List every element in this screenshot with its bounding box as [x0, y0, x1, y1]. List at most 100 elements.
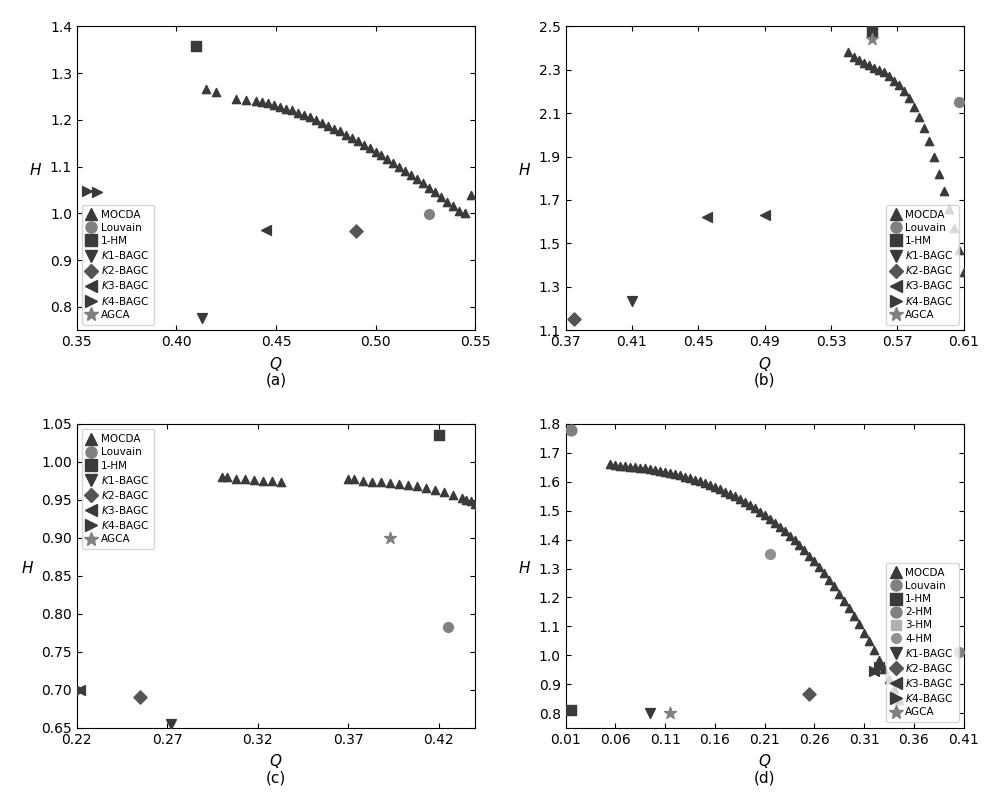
Point — [617, 460, 633, 472]
Legend: MOCDA, Louvain, 1-HM, $K$1-BAGC, $K$2-BAGC, $K$3-BAGC, $K$4-BAGC, AGCA: MOCDA, Louvain, 1-HM, $K$1-BAGC, $K$2-BA… — [82, 429, 154, 549]
Point — [806, 555, 822, 568]
Point — [856, 626, 872, 639]
Point — [382, 476, 398, 489]
Point — [163, 718, 179, 731]
Point — [836, 594, 852, 607]
Point — [132, 691, 148, 703]
Point — [864, 24, 880, 37]
Point — [742, 499, 758, 512]
Point — [355, 475, 371, 488]
Point — [791, 539, 807, 552]
Point — [431, 429, 447, 442]
Text: (b): (b) — [754, 373, 775, 388]
Point — [951, 646, 967, 658]
Point — [951, 96, 967, 109]
Point — [801, 688, 817, 701]
Point — [458, 493, 474, 506]
Point — [463, 495, 479, 508]
Point — [816, 567, 832, 580]
Point — [308, 114, 324, 127]
Point — [941, 202, 957, 215]
Point — [851, 618, 867, 630]
Point — [296, 109, 312, 122]
Point — [433, 191, 449, 204]
Point — [72, 683, 88, 696]
Legend: MOCDA, Louvain, 1-HM, 2-HM, 3-HM, 4-HM, $K$1-BAGC, $K$2-BAGC, $K$3-BAGC, $K$4-BA: MOCDA, Louvain, 1-HM, 2-HM, 3-HM, 4-HM, … — [886, 563, 959, 723]
Point — [772, 520, 788, 533]
Point — [346, 473, 362, 486]
Point — [906, 100, 922, 113]
Point — [662, 707, 678, 719]
Point — [219, 471, 235, 484]
Point — [951, 244, 967, 257]
Point — [787, 534, 803, 547]
Point — [382, 532, 398, 545]
Point — [467, 497, 483, 510]
Point — [722, 488, 738, 500]
Point — [840, 46, 856, 59]
Point — [350, 135, 366, 148]
Point — [439, 195, 455, 208]
Point — [228, 472, 244, 485]
Point — [871, 661, 887, 674]
Point — [254, 95, 270, 108]
Point — [896, 85, 912, 98]
Point — [891, 79, 907, 91]
Point — [400, 478, 416, 491]
Point — [801, 549, 817, 562]
Point — [409, 172, 425, 185]
Point — [916, 122, 932, 135]
Point — [362, 141, 378, 154]
Point — [921, 135, 937, 148]
Point — [237, 473, 253, 486]
Point — [409, 480, 425, 492]
Point — [796, 544, 812, 557]
Text: (d): (d) — [754, 770, 775, 785]
Point — [238, 93, 254, 106]
Point — [188, 40, 204, 53]
Point — [702, 479, 718, 492]
Point — [248, 94, 264, 107]
Point — [931, 168, 947, 180]
Point — [454, 492, 470, 504]
Point — [471, 500, 487, 512]
Point — [861, 59, 877, 72]
Point — [782, 529, 798, 542]
Point — [956, 265, 972, 278]
Point — [457, 207, 473, 220]
Point — [445, 200, 461, 213]
X-axis label: $Q$: $Q$ — [269, 752, 283, 770]
Point — [821, 573, 837, 586]
X-axis label: $Q$: $Q$ — [269, 354, 283, 373]
Point — [737, 496, 753, 508]
Point — [667, 468, 683, 480]
Point — [260, 97, 276, 110]
Point — [831, 587, 847, 600]
Point — [421, 181, 437, 194]
Point — [871, 63, 887, 76]
Point — [228, 92, 244, 105]
Point — [415, 177, 431, 190]
Point — [652, 464, 668, 477]
Point — [566, 313, 582, 326]
Point — [876, 662, 892, 675]
Point — [642, 707, 658, 719]
Point — [767, 516, 783, 529]
Legend: MOCDA, Louvain, 1-HM, $K$1-BAGC, $K$2-BAGC, $K$3-BAGC, $K$4-BAGC, AGCA: MOCDA, Louvain, 1-HM, $K$1-BAGC, $K$2-BA… — [82, 205, 154, 325]
Point — [314, 116, 330, 129]
Point — [356, 138, 372, 151]
Point — [622, 460, 638, 473]
Point — [391, 160, 407, 173]
Point — [826, 580, 842, 593]
Point — [752, 505, 768, 518]
Point — [302, 111, 318, 124]
Point — [841, 602, 857, 615]
X-axis label: $Q$: $Q$ — [758, 354, 771, 373]
Point — [886, 74, 902, 87]
Point — [79, 185, 95, 198]
Point — [886, 683, 902, 695]
Point — [811, 561, 827, 573]
Point — [332, 125, 348, 138]
Point — [677, 471, 693, 484]
Point — [707, 480, 723, 493]
